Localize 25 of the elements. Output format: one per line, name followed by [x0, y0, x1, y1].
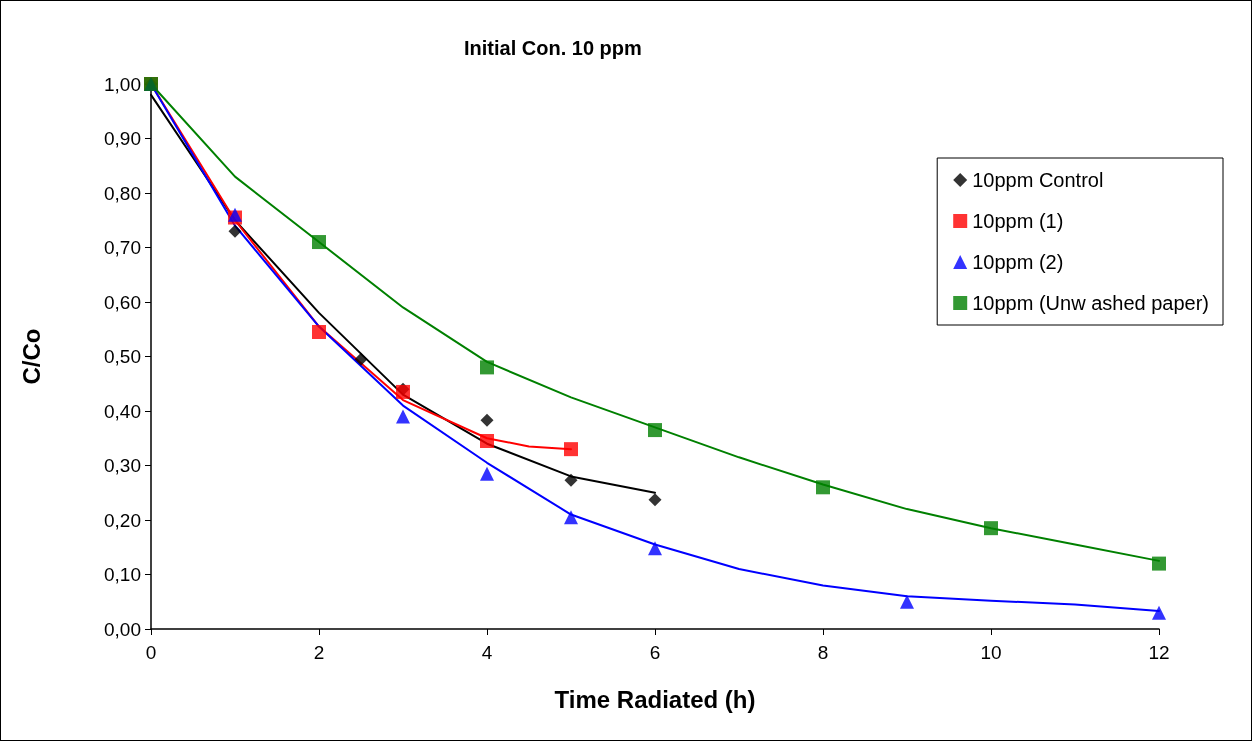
legend-label: 10ppm (Unw ashed paper) [972, 292, 1209, 314]
y-tick-label: 0,80 [104, 182, 141, 204]
x-tick-label: 4 [481, 642, 493, 663]
x-axis-title: Time Radiated (h) [554, 685, 756, 713]
legend-label: 10ppm (2) [972, 251, 1064, 273]
y-tick-label: 0,70 [104, 237, 141, 258]
y-tick-label: 0,30 [104, 455, 141, 476]
y-tick-label: 0,60 [104, 291, 141, 313]
x-tick-label: 0 [145, 642, 157, 663]
y-tick-label: 0,20 [104, 509, 141, 531]
y-tick-label: 0,10 [104, 564, 141, 585]
x-tick-label: 10 [980, 642, 1002, 663]
x-tick-label: 8 [817, 642, 829, 663]
y-tick-label: 0,50 [104, 346, 141, 367]
y-tick-label: 1,00 [104, 73, 141, 95]
chart-title: Initial Con. 10 ppm [464, 37, 642, 59]
y-tick-label: 0,00 [104, 618, 141, 640]
y-tick-label: 0,40 [104, 400, 141, 422]
x-tick-label: 12 [1148, 642, 1170, 663]
y-tick-label: 0,90 [104, 128, 141, 149]
legend-label: 10ppm (1) [972, 210, 1064, 232]
x-tick-label: 6 [649, 642, 661, 663]
x-tick-label: 2 [313, 642, 325, 663]
legend-label: 10ppm Control [972, 169, 1104, 191]
y-axis-title: C/Co [17, 328, 45, 385]
